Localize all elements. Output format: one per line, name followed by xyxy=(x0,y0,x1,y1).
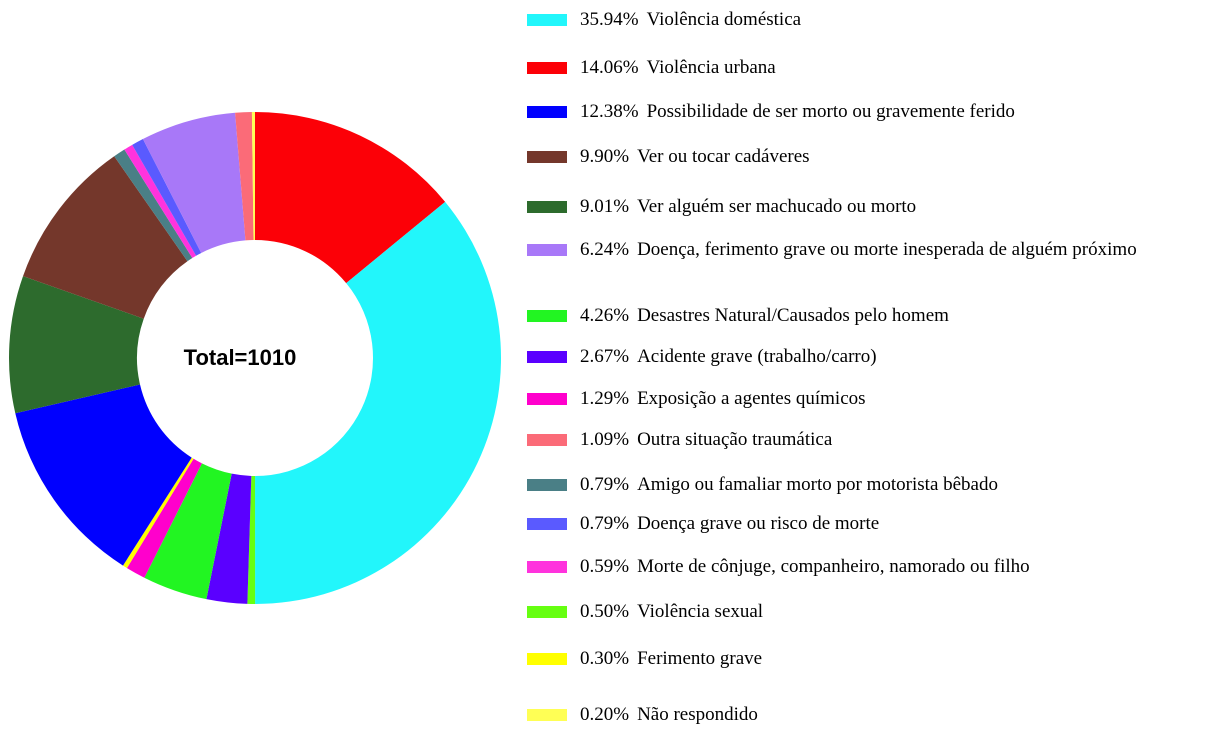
legend-value: 4.26% xyxy=(580,305,630,326)
legend-item: 12.38% Possibilidade de ser morto ou grav… xyxy=(580,97,1015,127)
legend-swatch xyxy=(527,106,567,118)
legend-value: 0.50% xyxy=(580,601,630,622)
legend-value: 0.79% xyxy=(580,474,630,495)
donut-slice xyxy=(142,112,246,253)
center-label: Total=1010 xyxy=(184,345,297,370)
donut-slice xyxy=(255,201,501,605)
legend-value: 14.06% xyxy=(580,57,639,78)
legend-item: 9.01% Ver alguém ser machucado ou morto xyxy=(580,192,916,222)
legend-item: 9.90% Ver ou tocar cadáveres xyxy=(580,142,810,172)
legend-label: Morte de cônjuge, companheiro, namorado … xyxy=(637,556,1030,577)
legend-label: Violência sexual xyxy=(637,601,764,622)
legend-label: Possibilidade de ser morto ou gravemente… xyxy=(646,101,1015,122)
legend-item: 0.50% Violência sexual xyxy=(580,597,763,627)
legend-swatch xyxy=(527,479,567,491)
legend-value: 0.79% xyxy=(580,513,630,534)
legend-label: Outra situação traumática xyxy=(637,429,833,450)
donut-slice xyxy=(251,112,255,241)
legend-swatch xyxy=(527,606,567,618)
legend-swatch xyxy=(527,14,567,26)
donut-slice xyxy=(114,149,193,262)
donut-slice xyxy=(124,144,197,259)
donut-slice xyxy=(132,139,202,256)
donut-slice xyxy=(123,457,194,569)
legend-value: 0.30% xyxy=(580,648,630,669)
donut-slice xyxy=(15,384,192,566)
legend-value: 12.38% xyxy=(580,101,639,122)
donut-slice xyxy=(23,156,188,319)
legend-item: 0.20% Não respondido xyxy=(580,700,758,730)
legend-item: 0.79% Amigo ou famaliar morto por motoris… xyxy=(580,470,998,500)
legend-label: Doença, ferimento grave ou morte inesper… xyxy=(637,239,1137,260)
legend-item: 0.30% Ferimento grave xyxy=(580,644,762,674)
legend-value: 2.67% xyxy=(580,346,630,367)
legend-item: 14.06% Violência urbana xyxy=(580,53,776,83)
legend-item: 1.09% Outra situação traumática xyxy=(580,425,832,455)
legend-swatch xyxy=(527,201,567,213)
legend-label: Desastres Natural/Causados pelo homem xyxy=(637,305,949,326)
legend-value: 9.01% xyxy=(580,196,630,217)
legend-item: 4.26% Desastres Natural/Causados pelo hom… xyxy=(580,301,949,331)
legend-item: 0.79% Doença grave ou risco de morte xyxy=(580,509,879,539)
legend-label: Acidente grave (trabalho/carro) xyxy=(637,346,877,367)
legend-swatch xyxy=(527,244,567,256)
legend-label: Não respondido xyxy=(637,704,758,725)
legend-swatch xyxy=(527,434,567,446)
legend-swatch xyxy=(527,709,567,721)
donut-slice xyxy=(255,112,446,284)
legend-value: 1.29% xyxy=(580,388,630,409)
legend-label: Doença grave ou risco de morte xyxy=(637,513,880,534)
legend-value: 9.90% xyxy=(580,146,630,167)
donut-slice xyxy=(126,458,202,578)
legend-swatch xyxy=(527,310,567,322)
legend-swatch xyxy=(527,151,567,163)
legend-label: Ver ou tocar cadáveres xyxy=(637,146,810,167)
legend-swatch xyxy=(527,351,567,363)
legend-label: Violência urbana xyxy=(646,57,776,78)
legend-swatch xyxy=(527,62,567,74)
legend-value: 0.59% xyxy=(580,556,630,577)
legend-swatch xyxy=(527,561,567,573)
legend-swatch xyxy=(527,653,567,665)
legend-item: 2.67% Acidente grave (trabalho/carro) xyxy=(580,342,877,372)
legend-label: Ferimento grave xyxy=(637,648,763,669)
donut-slice xyxy=(247,475,256,604)
legend-swatch xyxy=(527,518,567,530)
legend-swatch xyxy=(527,393,567,405)
legend-label: Violência doméstica xyxy=(646,9,802,30)
legend-label: Ver alguém ser machucado ou morto xyxy=(637,196,917,217)
legend-item: 0.59% Morte de cônjuge, companheiro, namo… xyxy=(580,552,1030,582)
donut-slice xyxy=(9,276,144,414)
legend-item: 35.94% Violência doméstica xyxy=(580,5,801,35)
legend-label: Exposição a agentes químicos xyxy=(637,388,866,409)
legend-label: Amigo ou famaliar morto por motorista bê… xyxy=(637,474,998,495)
legend-item: 1.29% Exposição a agentes químicos xyxy=(580,384,866,414)
donut-slice xyxy=(206,473,252,604)
legend-value: 35.94% xyxy=(580,9,639,30)
donut-slice xyxy=(235,112,254,241)
legend-item: 6.24% Doença, ferimento grave ou morte in… xyxy=(580,235,1180,265)
legend-value: 6.24% xyxy=(580,239,630,260)
legend-value: 0.20% xyxy=(580,704,630,725)
legend-value: 1.09% xyxy=(580,429,630,450)
donut-slice xyxy=(144,463,232,600)
